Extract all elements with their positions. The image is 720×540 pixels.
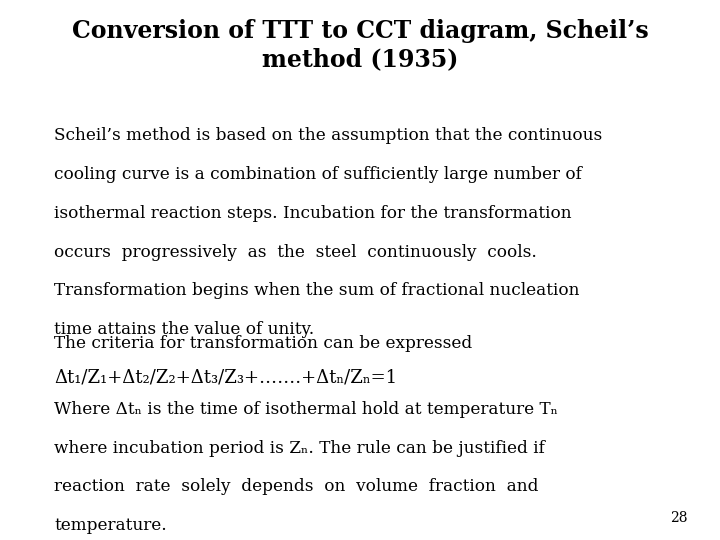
Text: cooling curve is a combination of sufficiently large number of: cooling curve is a combination of suffic… [54,166,582,183]
Text: The criteria for transformation can be expressed: The criteria for transformation can be e… [54,335,472,352]
Text: Where Δtₙ is the time of isothermal hold at temperature Tₙ: Where Δtₙ is the time of isothermal hold… [54,401,558,417]
Text: occurs  progressively  as  the  steel  continuously  cools.: occurs progressively as the steel contin… [54,244,537,260]
Text: time attains the value of unity.: time attains the value of unity. [54,321,314,338]
Text: Scheil’s method is based on the assumption that the continuous: Scheil’s method is based on the assumpti… [54,127,602,144]
Text: isothermal reaction steps. Incubation for the transformation: isothermal reaction steps. Incubation fo… [54,205,572,221]
Text: 28: 28 [670,511,688,525]
Text: where incubation period is Zₙ. The rule can be justified if: where incubation period is Zₙ. The rule … [54,440,545,456]
Text: Transformation begins when the sum of fractional nucleation: Transformation begins when the sum of fr… [54,282,580,299]
Text: Δt₁/Z₁+Δt₂/Z₂+Δt₃/Z₃+…….+Δtₙ/Zₙ=1: Δt₁/Z₁+Δt₂/Z₂+Δt₃/Z₃+…….+Δtₙ/Zₙ=1 [54,368,397,386]
Text: Conversion of TTT to CCT diagram, Scheil’s
method (1935): Conversion of TTT to CCT diagram, Scheil… [71,19,649,72]
Text: temperature.: temperature. [54,517,167,534]
Text: reaction  rate  solely  depends  on  volume  fraction  and: reaction rate solely depends on volume f… [54,478,539,495]
